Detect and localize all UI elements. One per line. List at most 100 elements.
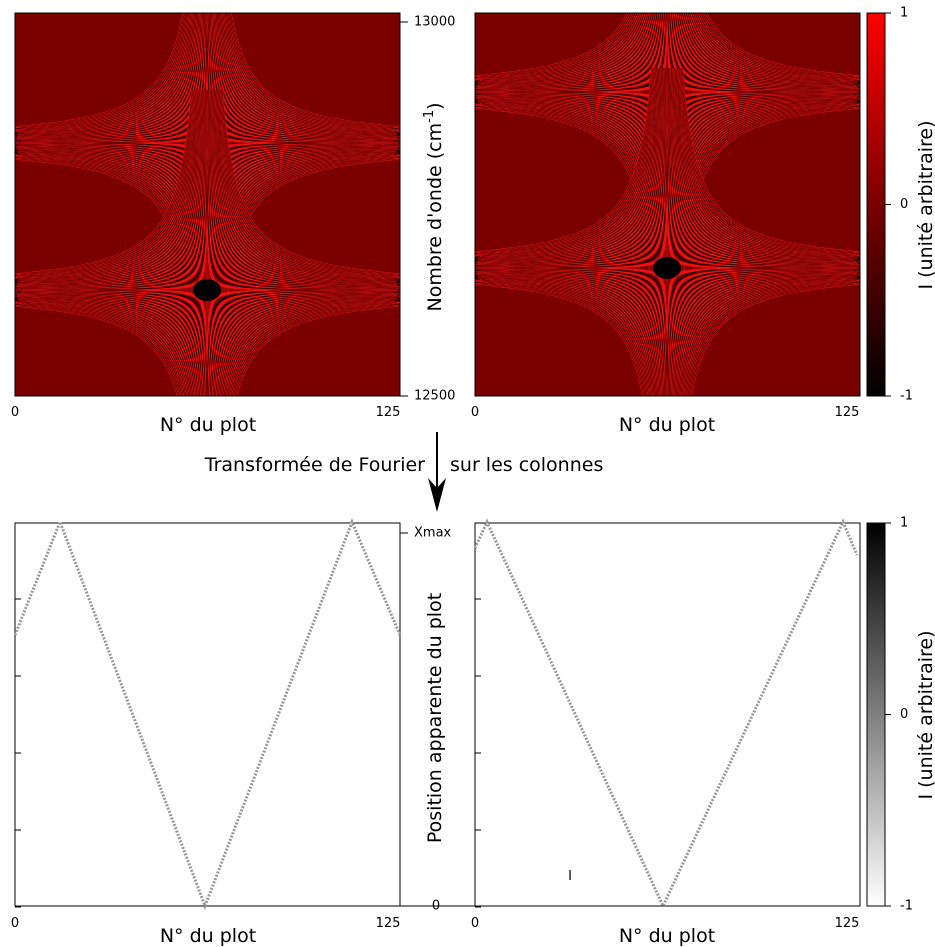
- frame: [474, 12, 861, 397]
- fringe: [475, 13, 635, 79]
- fringe: [698, 13, 854, 79]
- fringe: [690, 283, 858, 396]
- fringe: [703, 13, 854, 77]
- fringe: [700, 13, 860, 79]
- fringe-core: [653, 257, 681, 279]
- colorbar-tick-label: 1: [900, 6, 908, 21]
- fringe: [224, 13, 400, 132]
- fringe: [220, 89, 394, 276]
- fringe: [15, 306, 178, 396]
- fringe: [15, 13, 191, 132]
- y-label-part: Nombre d'onde (cm: [424, 123, 446, 312]
- fringe: [222, 89, 400, 274]
- fringe: [682, 67, 860, 252]
- fringe: [219, 89, 400, 277]
- fringe: [218, 89, 400, 278]
- x-axis-label: N° du plot: [619, 414, 715, 436]
- fringe: [476, 67, 653, 253]
- fringe: [677, 67, 860, 257]
- fringe: [219, 89, 394, 277]
- fringe: [683, 279, 860, 396]
- fringe: [15, 303, 183, 396]
- ridge-line: [13, 517, 402, 911]
- fringe: [693, 13, 855, 81]
- fringe: [475, 13, 639, 81]
- y-axis-label: Nombre d'onde (cm-1): [422, 102, 446, 311]
- x-axis-label: N° du plot: [619, 925, 715, 947]
- fringe: [677, 67, 860, 257]
- fringe: [475, 283, 644, 396]
- fringe: [699, 13, 859, 79]
- fringe: [480, 283, 645, 396]
- fringe: [706, 13, 860, 76]
- fringe: [678, 67, 860, 256]
- fringe: [20, 89, 194, 276]
- fringe: [689, 282, 860, 396]
- fringe: [20, 13, 187, 129]
- fringe: [15, 89, 197, 279]
- fringe: [16, 13, 190, 131]
- x-tick-label: 0: [471, 405, 479, 420]
- fringe: [475, 13, 628, 76]
- fringe: [218, 89, 400, 279]
- transform-text: sur les colonnes: [450, 454, 603, 476]
- fringe: [20, 13, 185, 128]
- fringe: [16, 302, 186, 396]
- fringe: [15, 300, 188, 396]
- fringe: [476, 67, 656, 256]
- fringe: [232, 304, 394, 396]
- fringe: [15, 89, 195, 277]
- fringe: [681, 67, 860, 254]
- fringe: [480, 282, 646, 396]
- fringe: [475, 279, 651, 396]
- fringe: [15, 302, 185, 396]
- fringe: [15, 89, 192, 275]
- fringe: [221, 89, 398, 275]
- fringe: [476, 13, 630, 77]
- fringe: [475, 13, 632, 78]
- fringe: [475, 13, 642, 82]
- fringe: [16, 305, 179, 396]
- fringe: [694, 13, 860, 81]
- fringe: [475, 13, 632, 78]
- fringe: [15, 13, 186, 129]
- fringe: [679, 67, 854, 255]
- fringe: [220, 89, 399, 276]
- fringe: [19, 89, 197, 279]
- fringe: [479, 279, 651, 396]
- colorbar-tick-label: -1: [900, 389, 913, 404]
- fringe: [221, 89, 394, 275]
- fringe: [225, 300, 397, 396]
- fringe: [221, 89, 400, 276]
- heatmap-top-left: [15, 13, 400, 396]
- fringe: [475, 13, 629, 77]
- fringe: [15, 13, 187, 130]
- fringe: [233, 304, 400, 396]
- y-axis-label: Position apparente du plot: [424, 593, 446, 843]
- fringe: [475, 13, 640, 81]
- fringe: [15, 89, 193, 276]
- y-label-part: ): [424, 102, 446, 109]
- fringe: [230, 13, 400, 128]
- fringe: [228, 13, 399, 129]
- fringe: [475, 13, 637, 80]
- fringe: [231, 303, 400, 396]
- fringe: [228, 13, 400, 129]
- colorbar-label: I (unité arbitraire): [915, 120, 935, 289]
- fringe: [477, 13, 642, 82]
- fringe: [15, 89, 192, 274]
- frame: [474, 522, 861, 907]
- y-tick-label: 12500: [414, 389, 455, 404]
- colorbar-tick-label: 0: [900, 197, 908, 212]
- x-tick-label: 0: [11, 405, 19, 420]
- fringe: [222, 89, 400, 275]
- colorbar-tick-label: 1: [900, 516, 908, 531]
- fringe: [229, 13, 398, 128]
- fringe: [475, 284, 643, 396]
- fringe: [681, 67, 858, 253]
- fringe: [227, 13, 394, 129]
- fringe: [475, 67, 657, 257]
- fringe: [692, 13, 857, 82]
- fringe: [20, 305, 180, 396]
